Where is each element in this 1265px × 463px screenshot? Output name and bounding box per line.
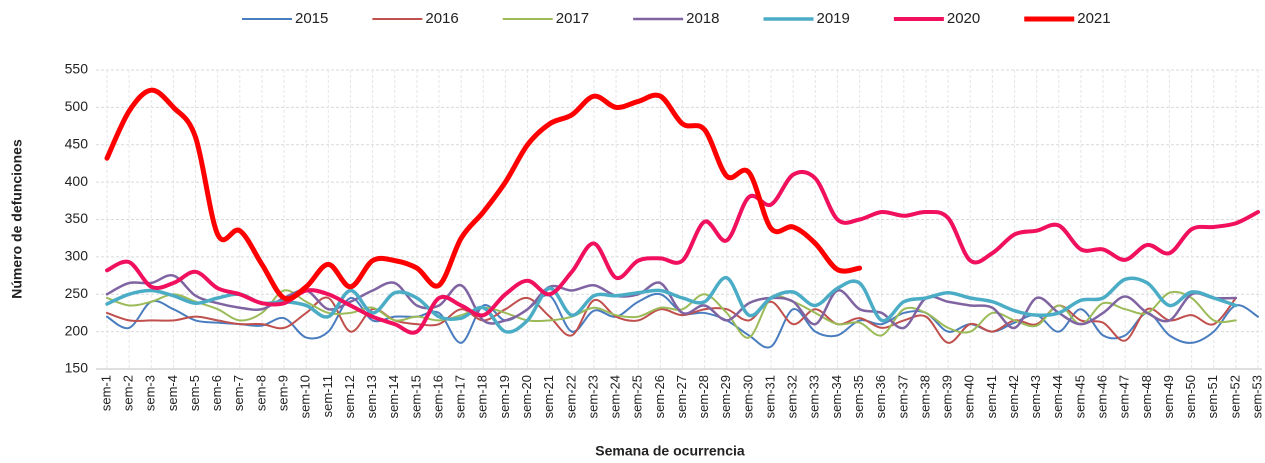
x-tick-label: sem-38 bbox=[917, 375, 932, 418]
y-tick-label: 150 bbox=[65, 360, 89, 376]
x-tick-label: sem-46 bbox=[1094, 375, 1109, 418]
x-tick-label: sem-51 bbox=[1205, 375, 1220, 418]
x-tick-label: sem-32 bbox=[785, 375, 800, 418]
x-tick-label: sem-12 bbox=[342, 375, 357, 418]
legend-label: 2017 bbox=[556, 10, 589, 27]
x-tick-label: sem-2 bbox=[121, 375, 136, 411]
y-tick-label: 550 bbox=[65, 61, 89, 77]
x-tick-label: sem-27 bbox=[674, 375, 689, 418]
x-tick-label: sem-21 bbox=[541, 375, 556, 418]
x-tick-label: sem-53 bbox=[1249, 375, 1264, 418]
legend-label: 2019 bbox=[817, 10, 850, 27]
x-tick-label: sem-9 bbox=[276, 375, 291, 411]
y-tick-label: 250 bbox=[65, 285, 89, 301]
x-tick-label: sem-14 bbox=[386, 375, 401, 418]
x-tick-label: sem-15 bbox=[408, 375, 423, 418]
x-tick-label: sem-7 bbox=[231, 375, 246, 411]
x-tick-label: sem-52 bbox=[1227, 375, 1242, 418]
x-tick-label: sem-13 bbox=[364, 375, 379, 418]
x-tick-label: sem-47 bbox=[1117, 375, 1132, 418]
x-tick-label: sem-22 bbox=[563, 375, 578, 418]
x-tick-label: sem-49 bbox=[1161, 375, 1176, 418]
y-tick-label: 300 bbox=[65, 248, 89, 264]
x-tick-label: sem-24 bbox=[608, 375, 623, 418]
legend-label: 2016 bbox=[425, 10, 458, 27]
x-tick-label: sem-8 bbox=[253, 375, 268, 411]
legend-label: 2018 bbox=[686, 10, 719, 27]
x-tick-label: sem-50 bbox=[1183, 375, 1198, 418]
legend-label: 2015 bbox=[295, 10, 328, 27]
legend-label: 2020 bbox=[947, 10, 980, 27]
x-tick-label: sem-35 bbox=[851, 375, 866, 418]
x-tick-label: sem-1 bbox=[98, 375, 113, 411]
x-tick-label: sem-26 bbox=[652, 375, 667, 418]
x-tick-label: sem-16 bbox=[430, 375, 445, 418]
y-tick-label: 200 bbox=[65, 322, 89, 338]
y-tick-label: 350 bbox=[65, 210, 89, 226]
x-tick-label: sem-31 bbox=[762, 375, 777, 418]
x-tick-label: sem-28 bbox=[696, 375, 711, 418]
x-tick-label: sem-4 bbox=[165, 375, 180, 411]
x-tick-label: sem-43 bbox=[1028, 375, 1043, 418]
series-line bbox=[105, 276, 1238, 334]
x-tick-label: sem-3 bbox=[143, 375, 158, 411]
x-axis-label: Semana de ocurrencia bbox=[595, 443, 745, 459]
x-tick-label: sem-33 bbox=[807, 375, 822, 418]
x-tick-label: sem-40 bbox=[962, 375, 977, 418]
x-tick-label: sem-45 bbox=[1072, 375, 1087, 418]
x-tick-label: sem-42 bbox=[1006, 375, 1021, 418]
x-tick-label: sem-48 bbox=[1139, 375, 1154, 418]
y-axis-label: Número de defunciones bbox=[9, 139, 25, 299]
x-tick-label: sem-18 bbox=[475, 375, 490, 418]
series-line bbox=[105, 273, 1238, 330]
y-tick-label: 450 bbox=[65, 135, 89, 151]
x-tick-label: sem-23 bbox=[585, 375, 600, 418]
y-tick-label: 500 bbox=[65, 98, 89, 114]
x-tick-label: sem-11 bbox=[320, 375, 335, 417]
x-tick-label: sem-41 bbox=[984, 375, 999, 418]
x-tick-label: sem-10 bbox=[298, 375, 313, 418]
x-tick-label: sem-5 bbox=[187, 375, 202, 411]
y-tick-label: 400 bbox=[65, 173, 89, 189]
x-tick-label: sem-19 bbox=[497, 375, 512, 418]
x-tick-label: sem-17 bbox=[453, 375, 468, 418]
x-tick-label: sem-25 bbox=[630, 375, 645, 418]
x-tick-label: sem-39 bbox=[940, 375, 955, 418]
x-tick-label: sem-30 bbox=[740, 375, 755, 418]
x-tick-label: sem-6 bbox=[209, 375, 224, 411]
x-tick-label: sem-44 bbox=[1050, 375, 1065, 418]
x-tick-label: sem-37 bbox=[895, 375, 910, 418]
x-tick-label: sem-34 bbox=[829, 375, 844, 418]
x-tick-label: sem-20 bbox=[519, 375, 534, 418]
x-tick-label: sem-36 bbox=[873, 375, 888, 418]
legend-label: 2021 bbox=[1077, 10, 1110, 27]
x-tick-label: sem-29 bbox=[718, 375, 733, 418]
series-line bbox=[104, 87, 863, 302]
